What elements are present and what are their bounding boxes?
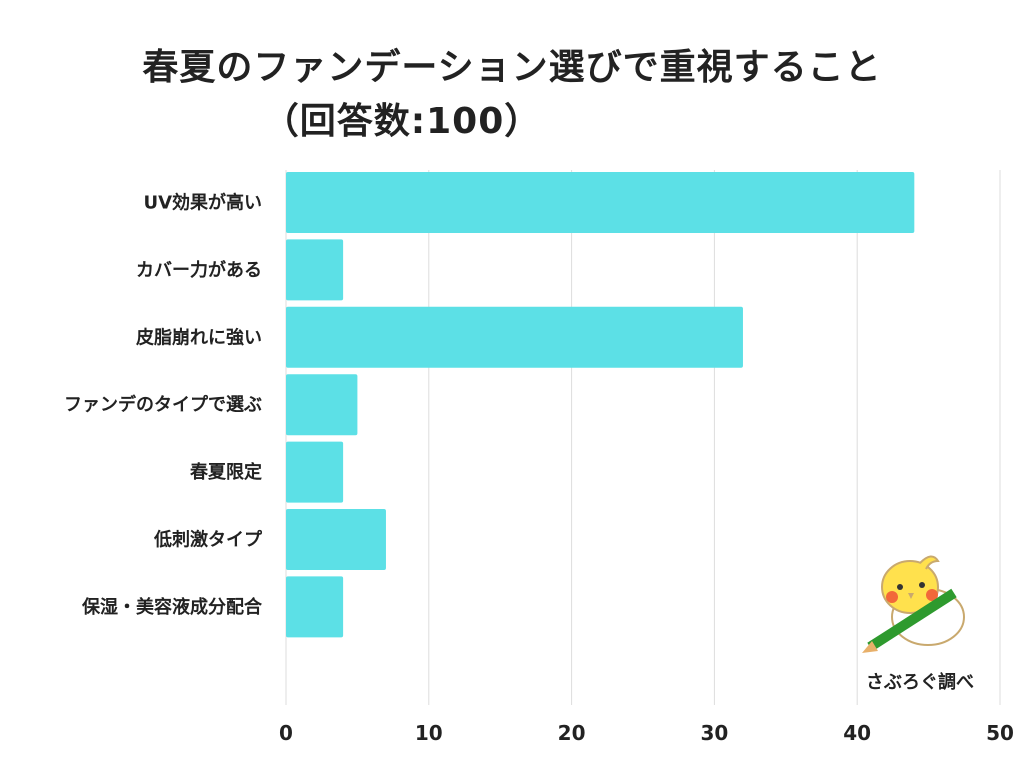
bar — [286, 441, 344, 503]
category-label: 低刺激タイプ — [153, 529, 263, 551]
x-tick-label: 30 — [700, 721, 728, 745]
bar — [286, 576, 344, 638]
x-tick-label: 20 — [558, 721, 586, 745]
category-label: 春夏限定 — [190, 461, 262, 483]
x-tick-label: 0 — [279, 721, 293, 745]
bar — [286, 172, 915, 233]
x-tick-label: 10 — [415, 721, 443, 745]
x-tick-label: 50 — [986, 721, 1014, 745]
logo-text: さぶろぐ調べ — [866, 671, 974, 693]
logo: さぶろぐ調べ — [862, 555, 974, 693]
bar — [286, 306, 743, 368]
category-label: 皮脂崩れに強い — [136, 326, 262, 348]
chart-subtitle: （回答数:100） — [262, 101, 542, 142]
category-label: カバー力がある — [136, 259, 262, 281]
bar — [286, 509, 386, 570]
bar — [286, 239, 344, 301]
x-tick-label: 40 — [843, 721, 871, 745]
category-label: UV効果が高い — [143, 192, 262, 214]
chart-title: 春夏のファンデーション選びで重視すること — [142, 47, 882, 88]
bar — [286, 374, 358, 436]
category-label: ファンデのタイプで選ぶ — [64, 394, 262, 416]
pencil-icon — [862, 588, 957, 653]
category-label: 保湿・美容液成分配合 — [81, 596, 263, 618]
